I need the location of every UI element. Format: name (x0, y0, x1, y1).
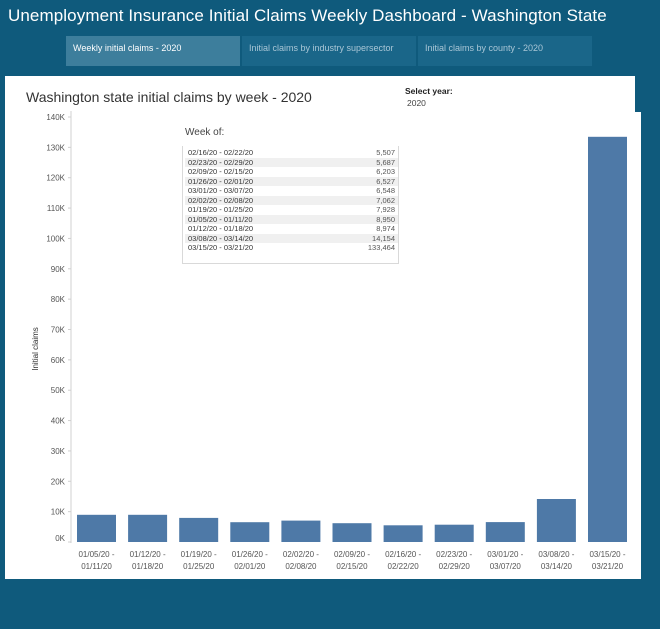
tooltip-value: 133,464 (367, 243, 395, 252)
tooltip-row: 02/16/20 - 02/22/20 5,507 (185, 148, 398, 158)
y-tick-label: 80K (51, 295, 66, 304)
y-tick-label: 60K (51, 356, 66, 365)
x-tick-label: 03/07/20 (490, 562, 522, 571)
bars (77, 136, 627, 543)
tooltip-week: 01/26/20 - 02/01/20 (185, 176, 331, 186)
bar[interactable] (281, 520, 321, 542)
tooltip-week: 01/12/20 - 01/18/20 (188, 224, 254, 233)
y-tick-label: 110K (47, 204, 66, 213)
bar[interactable] (536, 499, 576, 542)
year-filter-select[interactable]: 2020 (407, 98, 426, 108)
tooltip-week: 03/15/20 - 03/21/20 (188, 243, 254, 252)
y-axis: 0K 10K 20K 30K 40K 50K 60K 70K 80K 90K 100K 110K 120… (46, 111, 72, 543)
x-tick-label: 01/19/20 - (181, 550, 217, 559)
x-tick-label: 01/05/20 - (78, 550, 114, 559)
y-tick-label: 140K (46, 113, 65, 122)
tooltip-row: 02/09/20 - 02/15/20 6,203 (185, 167, 398, 177)
tooltip-week: 02/16/20 - 02/22/20 (188, 148, 254, 157)
x-tick-label: 03/01/20 - (487, 550, 523, 559)
y-tick-label: 90K (51, 265, 66, 274)
tooltip-row: 02/02/20 - 02/08/20 7,062 (185, 195, 398, 205)
tooltip-value: 5,507 (376, 148, 395, 157)
tab-claims-by-industry[interactable]: Initial claims by industry supersector (242, 36, 416, 66)
x-tick-label: 02/15/20 (336, 562, 368, 571)
tooltip-value: 7,928 (376, 205, 395, 214)
chart-card: Washington state initial claims by week … (5, 76, 635, 579)
tab-claims-by-county[interactable]: Initial claims by county - 2020 (418, 36, 592, 66)
card-edge (635, 112, 641, 579)
tooltip-value: 6,548 (376, 186, 395, 195)
bar[interactable] (332, 523, 372, 542)
x-tick-label: 02/08/20 (285, 562, 317, 571)
x-axis: 01/05/20 - 01/11/20 01/12/20 - 01/18/20 01/1… (78, 550, 625, 571)
bar[interactable] (230, 522, 270, 542)
tab-bar: Weekly initial claims - 2020 Initial cla… (66, 36, 594, 66)
y-tick-label: 30K (51, 447, 66, 456)
bar-chart: 0K 10K 20K 30K 40K 50K 60K 70K 80K 90K 100K 110K 120… (31, 111, 627, 571)
tooltip-week: 02/02/20 - 02/08/20 (185, 195, 331, 205)
x-tick-label: 01/12/20 - (130, 550, 166, 559)
y-tick-label: 50K (51, 386, 66, 395)
y-tick-label: 100K (46, 234, 65, 243)
tooltip-value: 14,154 (330, 233, 398, 243)
tooltip-week: 03/08/20 - 03/14/20 (185, 233, 331, 243)
bar[interactable] (588, 136, 627, 543)
bar[interactable] (179, 517, 219, 542)
x-tick-label: 03/14/20 (541, 562, 573, 571)
x-tick-label: 01/26/20 - (232, 550, 268, 559)
y-axis-label: Initial claims (31, 327, 40, 371)
y-tick-label: 40K (51, 417, 66, 426)
tab-weekly-initial-claims[interactable]: Weekly initial claims - 2020 (66, 36, 240, 66)
tooltip-row: 02/23/20 - 02/29/20 5,687 (185, 157, 398, 167)
y-tick-label: 20K (51, 477, 66, 486)
tooltip-week: 01/05/20 - 01/11/20 (185, 214, 331, 224)
year-filter-label: Select year: (405, 86, 453, 96)
x-tick-label: 01/25/20 (183, 562, 215, 571)
y-tick-label: 70K (51, 326, 66, 335)
tooltip-value: 6,527 (330, 176, 398, 186)
chart-title: Washington state initial claims by week … (26, 89, 312, 105)
x-tick-label: 02/16/20 - (385, 550, 421, 559)
y-tick-label: 10K (51, 508, 66, 517)
tooltip-row: 03/08/20 - 03/14/20 14,154 (185, 233, 398, 243)
bar[interactable] (434, 524, 474, 542)
bar[interactable] (128, 514, 168, 542)
tooltip-value: 6,203 (376, 167, 395, 176)
x-tick-label: 02/23/20 - (436, 550, 472, 559)
x-tick-label: 02/09/20 - (334, 550, 370, 559)
y-tick-label: 130K (46, 143, 65, 152)
x-tick-label: 03/15/20 - (589, 550, 625, 559)
tooltip-value: 7,062 (330, 195, 398, 205)
tooltip-panel (182, 146, 399, 264)
y-tick-label: 120K (46, 174, 65, 183)
tooltip-row: 01/12/20 - 01/18/20 8,974 (185, 224, 398, 234)
bar[interactable] (383, 525, 423, 542)
tooltip-title: Week of: (185, 127, 225, 138)
x-tick-label: 02/02/20 - (283, 550, 319, 559)
bar[interactable] (77, 514, 116, 542)
x-tick-label: 01/18/20 (132, 562, 164, 571)
bar[interactable] (485, 522, 525, 542)
dashboard-title: Unemployment Insurance Initial Claims We… (8, 6, 607, 25)
tooltip-week: 02/23/20 - 02/29/20 (185, 157, 331, 167)
tooltip-row: 03/01/20 - 03/07/20 6,548 (185, 186, 398, 196)
tooltip-value: 8,974 (376, 224, 395, 233)
tooltip-value: 8,950 (330, 214, 398, 224)
tooltip-row: 01/19/20 - 01/25/20 7,928 (185, 205, 398, 215)
x-tick-label: 02/01/20 (234, 562, 266, 571)
tooltip-week: 02/09/20 - 02/15/20 (188, 167, 254, 176)
tooltip-row: 01/26/20 - 02/01/20 6,527 (185, 176, 398, 186)
tooltip-table: 02/16/20 - 02/22/20 5,507 02/23/20 - 02/29… (185, 148, 398, 253)
tooltip-value: 5,687 (330, 157, 398, 167)
tooltip-week: 03/01/20 - 03/07/20 (188, 186, 254, 195)
tooltip-row: 01/05/20 - 01/11/20 8,950 (185, 214, 398, 224)
x-tick-label: 02/29/20 (439, 562, 471, 571)
x-tick-label: 03/21/20 (592, 562, 624, 571)
tooltip-row: 03/15/20 - 03/21/20 133,464 (185, 243, 398, 253)
y-tick-label: 0K (55, 534, 65, 543)
tooltip-week: 01/19/20 - 01/25/20 (188, 205, 254, 214)
x-tick-label: 02/22/20 (388, 562, 420, 571)
x-tick-label: 01/11/20 (81, 562, 112, 571)
x-tick-label: 03/08/20 - (538, 550, 574, 559)
